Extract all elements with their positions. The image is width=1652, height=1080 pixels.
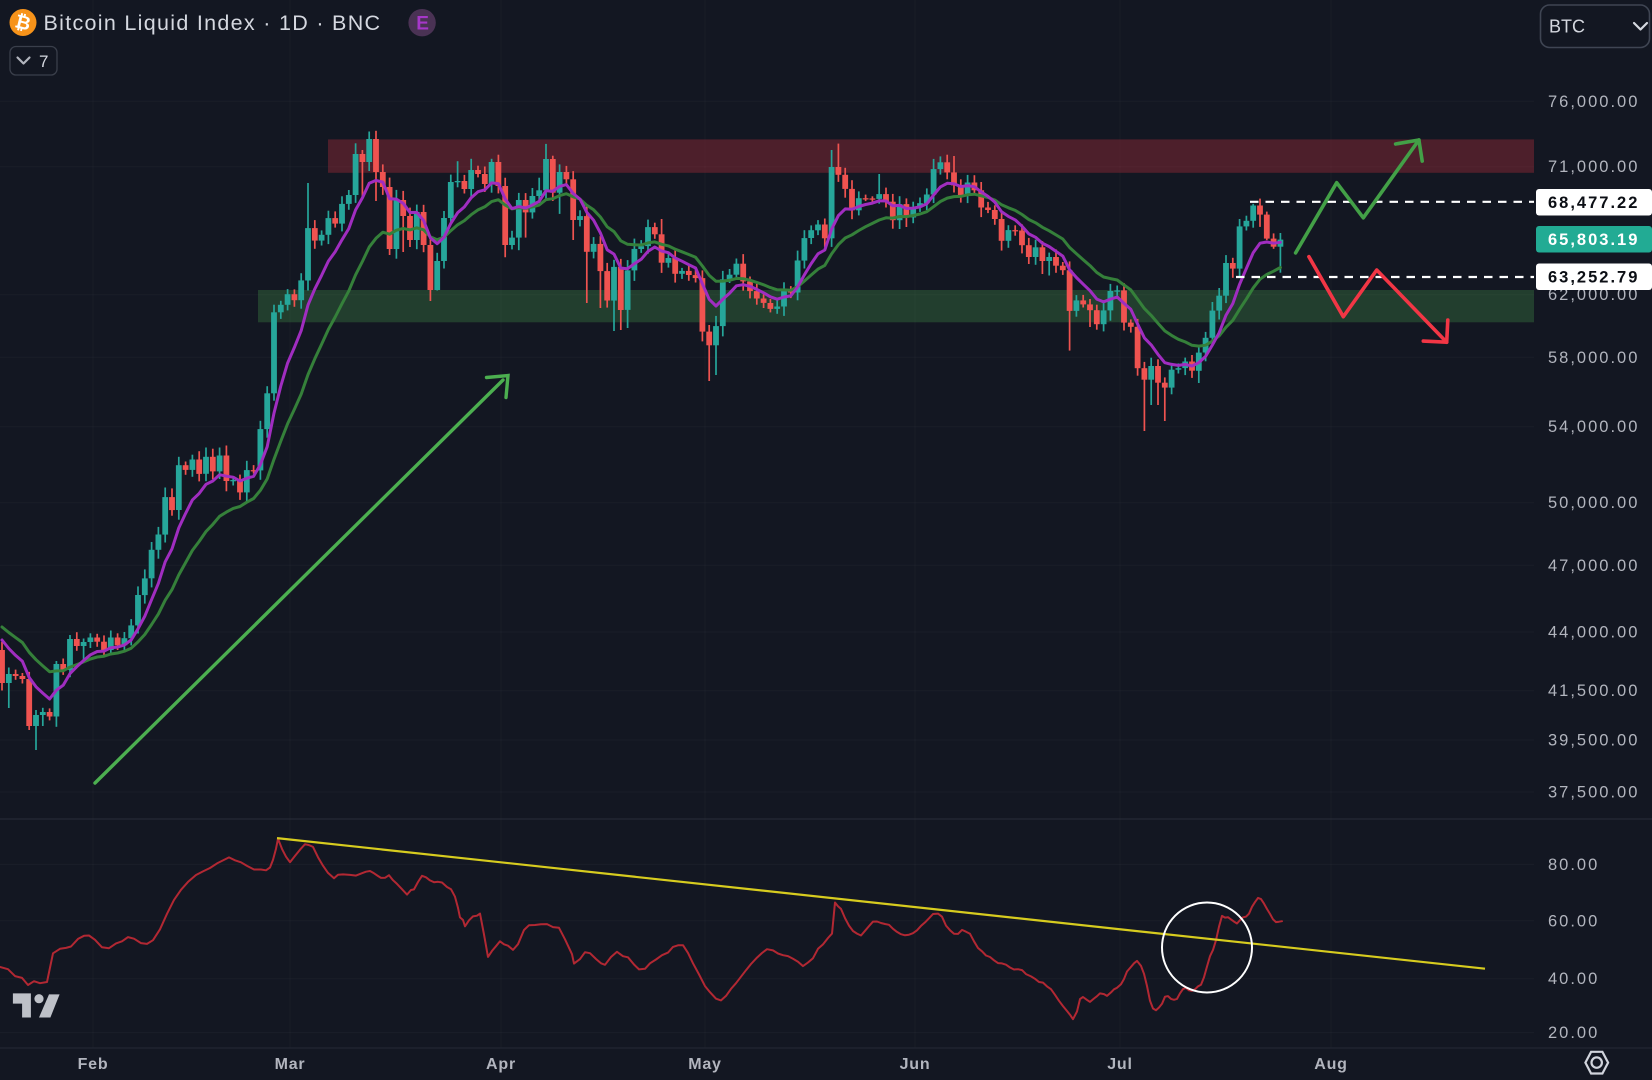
svg-text:20.00: 20.00 — [1548, 1024, 1599, 1042]
svg-text:Jul: Jul — [1107, 1056, 1133, 1073]
svg-text:50,000.00: 50,000.00 — [1548, 494, 1639, 512]
svg-text:Bitcoin Liquid Index · 1D · BN: Bitcoin Liquid Index · 1D · BNC — [44, 11, 382, 35]
svg-text:76,000.00: 76,000.00 — [1548, 93, 1639, 111]
svg-text:54,000.00: 54,000.00 — [1548, 418, 1639, 436]
svg-text:May: May — [688, 1056, 722, 1073]
svg-text:60.00: 60.00 — [1548, 912, 1599, 930]
svg-text:Jun: Jun — [900, 1056, 931, 1073]
svg-text:80.00: 80.00 — [1548, 856, 1599, 874]
svg-text:39,500.00: 39,500.00 — [1548, 732, 1639, 750]
svg-text:BTC: BTC — [1549, 17, 1585, 37]
svg-text:E: E — [416, 14, 429, 35]
svg-text:62,000.00: 62,000.00 — [1548, 286, 1639, 304]
svg-text:71,000.00: 71,000.00 — [1548, 158, 1639, 176]
svg-text:68,477.22: 68,477.22 — [1548, 194, 1639, 212]
svg-text:₿: ₿ — [13, 11, 33, 35]
svg-text:Aug: Aug — [1314, 1056, 1348, 1073]
svg-text:44,000.00: 44,000.00 — [1548, 624, 1639, 642]
svg-text:40.00: 40.00 — [1548, 970, 1599, 988]
svg-text:Apr: Apr — [486, 1056, 516, 1073]
svg-text:47,000.00: 47,000.00 — [1548, 557, 1639, 575]
svg-text:37,500.00: 37,500.00 — [1548, 784, 1639, 802]
svg-text:65,803.19: 65,803.19 — [1548, 231, 1639, 249]
svg-text:41,500.00: 41,500.00 — [1548, 682, 1639, 700]
svg-text:63,252.79: 63,252.79 — [1548, 269, 1639, 287]
svg-text:7: 7 — [39, 52, 48, 71]
svg-text:Feb: Feb — [78, 1056, 109, 1073]
svg-text:58,000.00: 58,000.00 — [1548, 349, 1639, 367]
svg-text:Mar: Mar — [275, 1056, 306, 1073]
